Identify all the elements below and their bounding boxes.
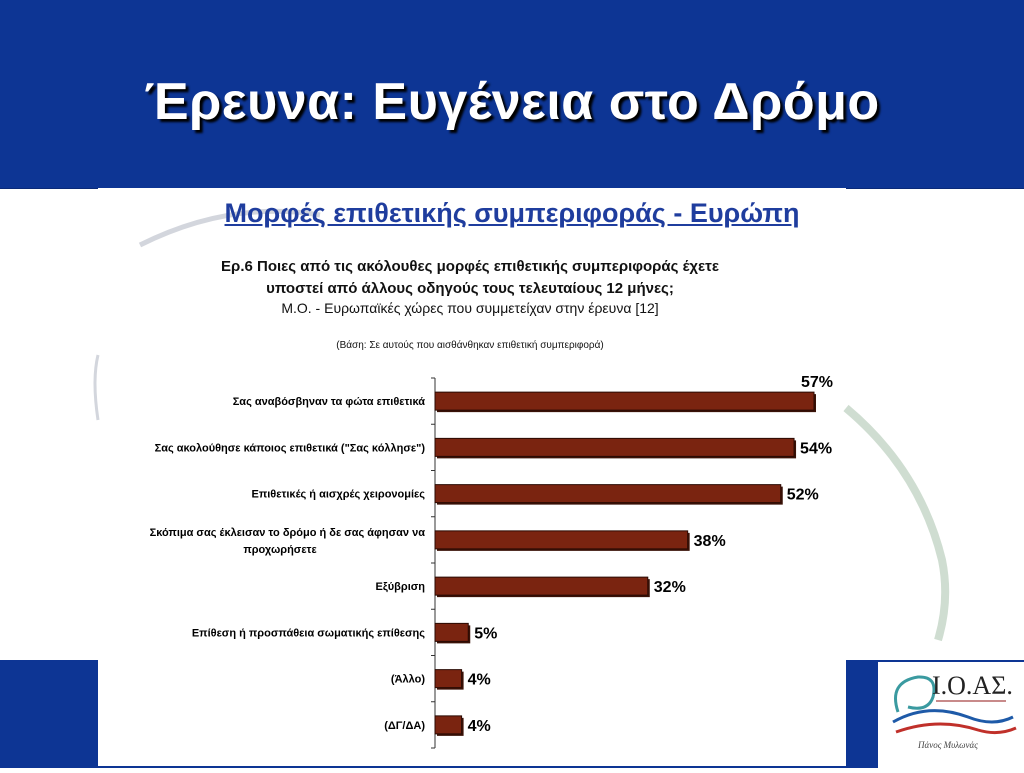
value-label: 57% — [801, 374, 833, 391]
value-label: 32% — [654, 579, 686, 596]
category-label: Σας ακολούθησε κάποιος επιθετικά ("Σας κ… — [155, 442, 426, 454]
value-label: 54% — [800, 440, 832, 457]
header-band — [0, 0, 1024, 189]
question-text: Ερ.6 Ποιες από τις ακόλουθες μορφές επιθ… — [140, 256, 800, 300]
base-note: (Βάση: Σε αυτούς που αισθάνθηκαν επιθετι… — [336, 340, 604, 351]
value-label: 38% — [694, 533, 726, 550]
average-note: Μ.Ο. - Ευρωπαϊκές χώρες που συμμετείχαν … — [281, 300, 659, 316]
logo-underline — [936, 700, 1006, 702]
bar — [434, 576, 649, 596]
category-label: Σας αναβόσβηναν τα φώτα επιθετικά — [233, 396, 426, 408]
question-line-1: Ερ.6 Ποιες από τις ακόλουθες μορφές επιθ… — [221, 258, 719, 275]
slide-title: Έρευνα: Ευγένεια στο Δρόμο — [144, 73, 880, 131]
chart-subtitle: Μορφές επιθετικής συμπεριφοράς - Ευρώπη — [224, 198, 800, 228]
content-panel — [98, 188, 846, 766]
category-label: Εξύβριση — [376, 581, 426, 593]
bar — [434, 484, 782, 504]
category-label: Σκόπιμα σας έκλεισαν το δρόμο ή δε σας ά… — [150, 527, 426, 539]
logo-signature: Πάνος Μυλωνάς — [918, 740, 978, 750]
value-label: 4% — [468, 718, 491, 735]
category-label: Επιθετικές ή αισχρές χειρονομίες — [251, 489, 425, 501]
question-line-2: υποστεί από άλλους οδηγούς τους τελευταί… — [266, 280, 674, 297]
logo-box — [878, 662, 1024, 768]
category-label: (Άλλο) — [391, 674, 425, 686]
bar — [434, 391, 815, 411]
category-label: Επίθεση ή προσπάθεια σωματικής επίθεσης — [192, 627, 425, 639]
value-label: 5% — [474, 625, 497, 642]
category-label: (ΔΓ/ΔΑ) — [384, 720, 425, 732]
value-label: 4% — [468, 672, 491, 689]
value-label: 52% — [787, 487, 819, 504]
bar — [434, 669, 463, 689]
bar — [434, 437, 795, 457]
logo-text: Ι.Ο.ΑΣ. — [932, 671, 1013, 700]
bar — [434, 530, 689, 550]
category-label: προχωρήσετε — [243, 544, 317, 556]
bar — [434, 622, 469, 642]
bar — [434, 715, 463, 735]
logo-swirl-icon — [892, 675, 1017, 735]
